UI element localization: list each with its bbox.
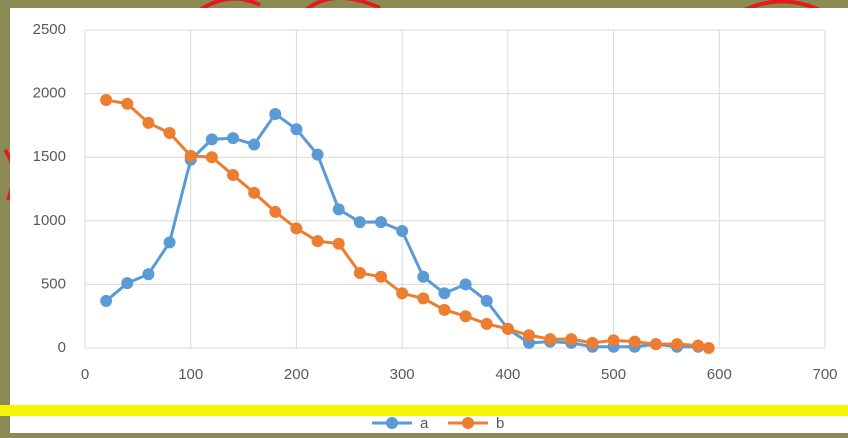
data-point xyxy=(311,148,324,161)
legend-marker xyxy=(462,417,474,429)
data-point xyxy=(649,338,662,351)
y-tick-label: 500 xyxy=(41,275,66,292)
legend-label: b xyxy=(496,415,504,432)
highlight-band xyxy=(0,405,848,416)
data-point xyxy=(501,322,514,335)
x-tick-label: 500 xyxy=(601,366,626,383)
data-point xyxy=(438,303,451,316)
legend-label: a xyxy=(420,415,429,432)
data-point xyxy=(290,222,303,235)
legend-marker xyxy=(386,417,398,429)
data-point xyxy=(396,224,409,237)
data-point xyxy=(248,186,261,199)
data-point xyxy=(227,132,239,145)
data-point xyxy=(142,268,155,281)
data-point xyxy=(205,133,218,146)
data-point xyxy=(142,116,155,129)
data-point xyxy=(671,338,683,351)
data-point xyxy=(332,203,345,216)
data-point xyxy=(607,334,620,347)
data-point xyxy=(100,294,113,307)
data-point xyxy=(269,107,282,120)
data-point xyxy=(290,123,303,136)
y-tick-label: 1000 xyxy=(33,212,66,229)
data-point xyxy=(184,149,197,162)
data-point xyxy=(353,216,366,229)
y-tick-label: 1500 xyxy=(33,148,66,165)
x-tick-label: 300 xyxy=(390,366,415,383)
y-tick-label: 2500 xyxy=(33,21,66,38)
data-point xyxy=(544,333,557,346)
data-point xyxy=(121,277,134,290)
data-point xyxy=(375,216,387,229)
data-point xyxy=(459,278,472,291)
data-point xyxy=(100,93,113,106)
data-point xyxy=(565,333,578,346)
data-point xyxy=(163,127,176,140)
data-point xyxy=(121,97,134,110)
data-point xyxy=(248,138,261,151)
data-point xyxy=(692,339,705,352)
data-point xyxy=(438,287,451,300)
data-point xyxy=(375,270,387,283)
data-point xyxy=(586,336,599,349)
x-tick-label: 200 xyxy=(284,366,309,383)
legend-area xyxy=(10,416,848,433)
data-point xyxy=(417,292,430,305)
data-point xyxy=(417,270,430,283)
data-point xyxy=(205,151,218,164)
x-tick-label: 0 xyxy=(81,366,89,383)
data-point xyxy=(227,169,239,182)
y-tick-label: 0 xyxy=(58,339,66,356)
x-tick-label: 400 xyxy=(495,366,520,383)
data-point xyxy=(269,205,282,218)
data-point xyxy=(480,317,493,330)
data-point xyxy=(523,329,535,342)
y-tick-label: 2000 xyxy=(33,85,66,102)
x-tick-label: 600 xyxy=(707,366,732,383)
data-point xyxy=(396,287,409,300)
data-point xyxy=(163,236,176,249)
data-point xyxy=(353,266,366,279)
data-point xyxy=(628,335,641,348)
data-point xyxy=(311,235,324,248)
data-point xyxy=(332,237,345,250)
data-point xyxy=(480,294,493,307)
x-tick-label: 100 xyxy=(178,366,203,383)
data-point xyxy=(459,310,472,323)
chart-area xyxy=(10,8,848,405)
x-tick-label: 700 xyxy=(812,366,837,383)
data-point xyxy=(702,342,715,354)
